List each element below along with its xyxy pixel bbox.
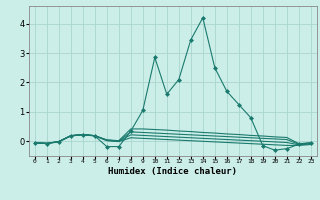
X-axis label: Humidex (Indice chaleur): Humidex (Indice chaleur) (108, 167, 237, 176)
